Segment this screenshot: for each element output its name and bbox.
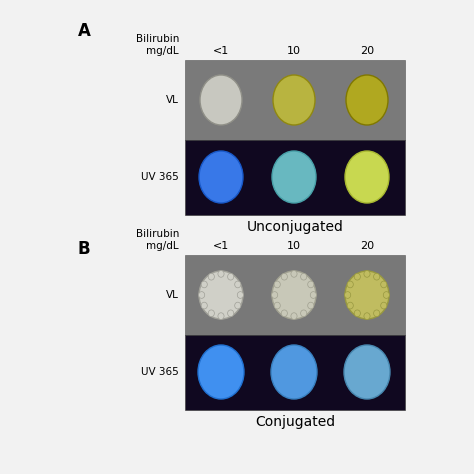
Ellipse shape xyxy=(345,271,389,319)
Ellipse shape xyxy=(291,313,297,319)
Text: UV 365: UV 365 xyxy=(141,172,179,182)
Ellipse shape xyxy=(291,271,297,277)
Text: <1: <1 xyxy=(213,46,229,56)
Text: B: B xyxy=(78,240,91,258)
Text: Bilirubin
mg/dL: Bilirubin mg/dL xyxy=(136,229,179,251)
Ellipse shape xyxy=(381,281,387,288)
Bar xyxy=(185,255,405,335)
Ellipse shape xyxy=(228,273,234,280)
Ellipse shape xyxy=(237,292,244,298)
Ellipse shape xyxy=(274,302,280,309)
Ellipse shape xyxy=(381,302,387,309)
Ellipse shape xyxy=(347,302,353,309)
Text: <1: <1 xyxy=(213,241,229,251)
Bar xyxy=(185,335,405,410)
Ellipse shape xyxy=(281,310,287,317)
Text: Conjugated: Conjugated xyxy=(255,415,335,429)
Ellipse shape xyxy=(354,310,360,317)
Ellipse shape xyxy=(374,273,380,280)
Ellipse shape xyxy=(347,281,353,288)
Ellipse shape xyxy=(364,313,370,319)
Bar xyxy=(185,140,405,215)
Ellipse shape xyxy=(235,281,241,288)
Ellipse shape xyxy=(201,302,207,309)
Ellipse shape xyxy=(301,273,307,280)
Text: 10: 10 xyxy=(287,241,301,251)
Ellipse shape xyxy=(228,310,234,317)
Ellipse shape xyxy=(199,292,205,298)
Text: UV 365: UV 365 xyxy=(141,367,179,377)
Ellipse shape xyxy=(198,345,244,399)
Text: VL: VL xyxy=(166,95,179,105)
Ellipse shape xyxy=(344,345,390,399)
Ellipse shape xyxy=(345,151,389,203)
Ellipse shape xyxy=(271,345,317,399)
Ellipse shape xyxy=(272,151,316,203)
Ellipse shape xyxy=(208,273,214,280)
Ellipse shape xyxy=(208,310,214,317)
Ellipse shape xyxy=(273,75,315,125)
Ellipse shape xyxy=(272,271,316,319)
Ellipse shape xyxy=(199,271,243,319)
Bar xyxy=(185,60,405,140)
Ellipse shape xyxy=(374,310,380,317)
Text: A: A xyxy=(78,22,91,40)
Text: Bilirubin
mg/dL: Bilirubin mg/dL xyxy=(136,35,179,56)
Text: 20: 20 xyxy=(360,46,374,56)
Ellipse shape xyxy=(201,281,207,288)
Ellipse shape xyxy=(281,273,287,280)
Ellipse shape xyxy=(310,292,317,298)
Ellipse shape xyxy=(200,75,242,125)
Ellipse shape xyxy=(364,271,370,277)
Ellipse shape xyxy=(308,281,314,288)
Ellipse shape xyxy=(199,151,243,203)
Ellipse shape xyxy=(218,271,224,277)
Text: Unconjugated: Unconjugated xyxy=(246,220,344,234)
Ellipse shape xyxy=(308,302,314,309)
Ellipse shape xyxy=(301,310,307,317)
Ellipse shape xyxy=(235,302,241,309)
Text: 10: 10 xyxy=(287,46,301,56)
Text: VL: VL xyxy=(166,290,179,300)
Ellipse shape xyxy=(383,292,390,298)
Ellipse shape xyxy=(272,292,278,298)
Ellipse shape xyxy=(354,273,360,280)
Ellipse shape xyxy=(218,313,224,319)
Text: 20: 20 xyxy=(360,241,374,251)
Ellipse shape xyxy=(346,75,388,125)
Ellipse shape xyxy=(274,281,280,288)
Ellipse shape xyxy=(345,292,351,298)
